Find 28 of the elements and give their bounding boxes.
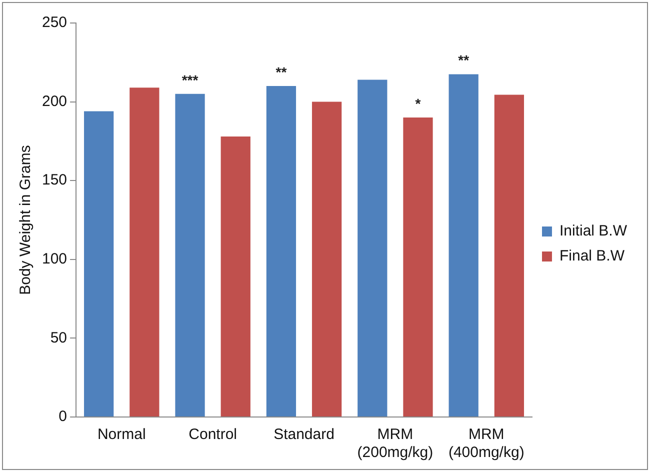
bar: [358, 80, 388, 416]
bar: [403, 118, 433, 416]
annotation: **: [276, 64, 288, 80]
x-tick-label: MRM (200mg/kg): [357, 426, 434, 462]
annotation: ***: [182, 72, 199, 88]
bar: [448, 74, 478, 416]
y-axis-title: Body Weight in Grams: [17, 145, 34, 295]
y-tick-label: 200: [42, 92, 68, 110]
y-tick-label: 0: [58, 408, 68, 426]
bar: [266, 86, 296, 416]
x-tick-label: Control: [188, 426, 237, 444]
annotation: **: [458, 52, 470, 68]
y-tick-label: 100: [42, 250, 68, 268]
bar: [84, 111, 114, 416]
legend-label: Final B.W: [559, 248, 626, 265]
bar: [494, 94, 524, 416]
bar: [130, 88, 160, 416]
legend-label: Initial B.W: [559, 222, 628, 240]
bar: [175, 94, 205, 416]
y-tick-label: 250: [42, 14, 68, 32]
x-tick-label: Normal: [97, 426, 146, 444]
y-tick-label: 150: [42, 172, 68, 189]
bar: [312, 102, 342, 416]
bar: [220, 136, 250, 416]
x-tick-label: MRM (400mg/kg): [448, 426, 524, 462]
annotation: *: [415, 95, 422, 112]
x-tick-label: Standard: [274, 426, 334, 444]
y-tick-label: 50: [50, 329, 68, 346]
